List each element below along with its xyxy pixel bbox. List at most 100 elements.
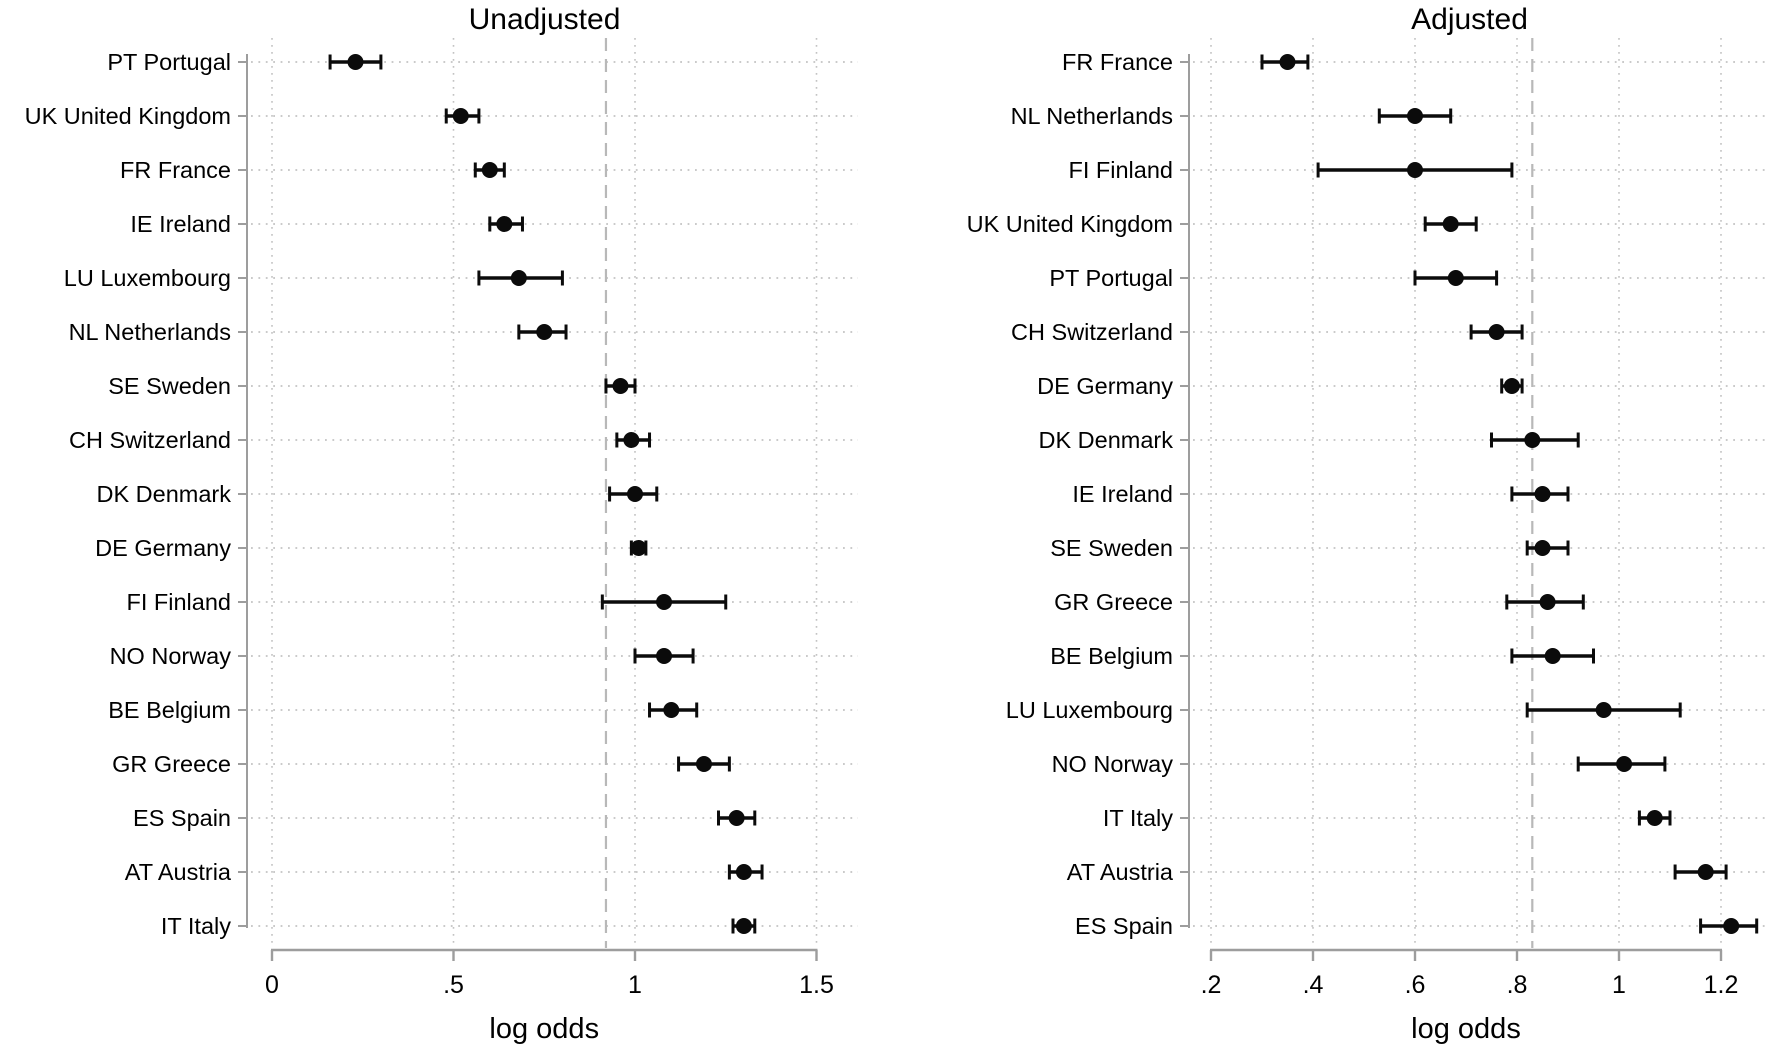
estimate-row (517, 324, 568, 340)
x-axis-tick-label: .2 (1201, 971, 1222, 999)
estimate-row (608, 486, 659, 502)
estimate-row (1316, 162, 1514, 178)
row-label: IT Italy (1103, 805, 1173, 831)
row-label: FI Finland (1069, 157, 1174, 183)
panel-title: Adjusted (1411, 3, 1528, 36)
point-marker (347, 54, 364, 70)
estimate-row (1490, 432, 1580, 448)
row-label: CH Switzerland (1011, 319, 1173, 345)
estimate-row (1525, 702, 1682, 718)
estimate-row (648, 702, 699, 718)
row-label: ES Spain (133, 805, 231, 831)
estimate-row (600, 594, 728, 610)
estimate-row (1510, 648, 1595, 664)
estimate-row (1637, 810, 1672, 826)
estimate-row (731, 918, 757, 934)
point-marker (1503, 378, 1520, 394)
estimate-row (1505, 594, 1585, 610)
estimate-row (1576, 756, 1667, 772)
estimate-row (1469, 324, 1524, 340)
point-marker (1524, 432, 1541, 448)
point-marker (630, 540, 647, 556)
row-label: NO Norway (110, 643, 232, 669)
estimate-row (727, 864, 764, 880)
point-marker (663, 702, 680, 718)
row-label: DE Germany (95, 535, 231, 561)
point-marker (656, 648, 673, 664)
point-marker (1723, 918, 1740, 934)
row-label: PT Portugal (1049, 265, 1173, 291)
estimate-row (677, 756, 731, 772)
estimate-row (629, 540, 648, 556)
point-marker (1407, 162, 1423, 178)
point-marker (510, 270, 527, 286)
x-axis-tick-label: .4 (1303, 971, 1324, 999)
point-marker (496, 216, 513, 232)
estimate-row (1413, 270, 1499, 286)
estimate-row (1673, 864, 1728, 880)
point-marker (1407, 108, 1423, 124)
row-label: FR France (120, 157, 231, 183)
row-label: NL Netherlands (1011, 103, 1173, 129)
estimate-row (1377, 108, 1453, 124)
panel-title: Unadjusted (469, 3, 621, 36)
estimate-row (1500, 378, 1524, 394)
x-axis-tick-label: 1.2 (1704, 971, 1739, 999)
row-label: AT Austria (125, 859, 232, 885)
estimate-row (488, 216, 524, 232)
row-label: BE Belgium (108, 697, 231, 723)
point-marker (1646, 810, 1663, 826)
row-label: SE Sweden (1050, 535, 1173, 561)
point-marker (1447, 270, 1464, 286)
point-marker (623, 432, 640, 448)
row-label: UK United Kingdom (25, 103, 231, 129)
estimate-row (444, 108, 481, 124)
row-label: NO Norway (1052, 751, 1174, 777)
row-label: LU Luxembourg (1006, 697, 1173, 723)
estimate-row (604, 378, 637, 394)
estimate-row (1699, 918, 1759, 934)
x-axis-tick-label: 1 (1612, 971, 1626, 999)
estimate-row (633, 648, 695, 664)
estimate-row (716, 810, 757, 826)
point-marker (1534, 540, 1551, 556)
row-label: DK Denmark (1038, 427, 1173, 453)
x-axis-label: log odds (1411, 1013, 1521, 1045)
estimate-row (1260, 54, 1310, 70)
unadjusted-panel: 0 .5 1 1.5 PT Portugal UK United Kingdom FR Fr… (25, 3, 858, 1045)
row-label: UK United Kingdom (967, 211, 1173, 237)
point-marker (536, 324, 553, 340)
x-axis-label: log odds (489, 1013, 599, 1045)
estimate-row (1423, 216, 1478, 232)
adjusted-panel: .2 .4 .6 .8 1 1.2 FR France NL Netherlands FI Fi… (967, 3, 1766, 1045)
x-axis-tick-label: .5 (443, 971, 464, 999)
point-marker (1544, 648, 1561, 664)
point-marker (695, 756, 712, 772)
row-label: IE Ireland (1072, 481, 1173, 507)
x-axis-tick-label: 1.5 (799, 971, 834, 999)
estimate-row (477, 270, 564, 286)
row-label: IT Italy (161, 913, 231, 939)
point-marker (1616, 756, 1633, 772)
point-marker (656, 594, 673, 610)
row-label: SE Sweden (108, 373, 231, 399)
row-label: GR Greece (1054, 589, 1173, 615)
row-label: BE Belgium (1050, 643, 1173, 669)
point-marker (735, 918, 752, 934)
row-label: AT Austria (1067, 859, 1174, 885)
estimate-row (1525, 540, 1570, 556)
point-marker (627, 486, 643, 502)
point-marker (735, 864, 752, 880)
row-label: DE Germany (1037, 373, 1173, 399)
point-marker (1279, 54, 1296, 70)
estimate-row (473, 162, 506, 178)
row-label: FR France (1062, 49, 1173, 75)
row-label: CH Switzerland (69, 427, 231, 453)
point-marker (728, 810, 745, 826)
x-axis-tick-label: 0 (265, 971, 279, 999)
estimate-row (615, 432, 652, 448)
point-marker (1595, 702, 1612, 718)
point-marker (1488, 324, 1505, 340)
point-marker (1539, 594, 1556, 610)
